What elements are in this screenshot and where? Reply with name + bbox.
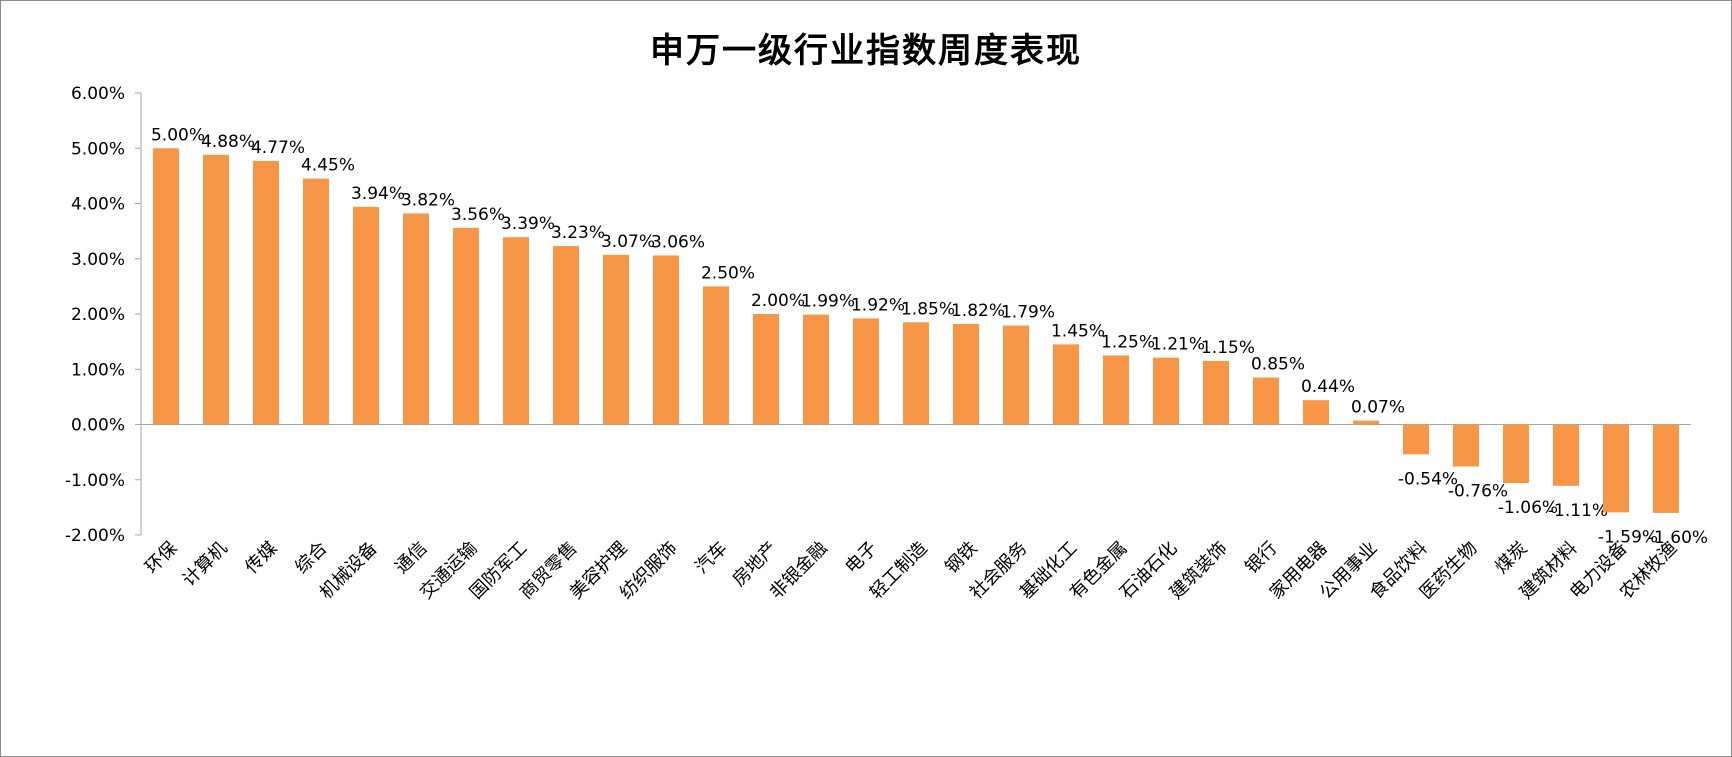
category-label: 环保	[141, 538, 181, 578]
bar	[1003, 325, 1029, 425]
y-tick-label: 6.00%	[71, 84, 125, 104]
y-tick-label: 4.00%	[71, 195, 125, 215]
bar	[1603, 424, 1629, 513]
category-label: 汽车	[691, 538, 731, 578]
category-label: 银行	[1241, 538, 1281, 578]
y-tick-label: 2.00%	[71, 305, 125, 325]
category-label: 电子	[841, 538, 881, 578]
data-label: 5.00%	[151, 125, 205, 145]
data-label: 0.85%	[1251, 355, 1305, 375]
y-tick-label: 3.00%	[71, 250, 125, 270]
bar	[1053, 344, 1079, 425]
category-label: 煤炭	[1491, 538, 1531, 578]
bar	[553, 246, 579, 425]
bar	[1503, 424, 1529, 484]
data-label: -0.76%	[1448, 481, 1508, 501]
bar	[703, 286, 729, 425]
chart-title: 申万一级行业指数周度表现	[650, 31, 1082, 71]
bar	[753, 314, 779, 425]
data-label: -1.60%	[1648, 528, 1708, 548]
category-label: 传媒	[241, 538, 281, 578]
bar	[1453, 424, 1479, 467]
bar	[1203, 360, 1229, 425]
data-label: -1.11%	[1548, 501, 1608, 521]
bar	[153, 148, 179, 425]
data-label: 3.56%	[451, 205, 505, 225]
data-label: 3.06%	[651, 232, 705, 252]
data-label: 1.25%	[1101, 332, 1155, 352]
bar	[953, 323, 979, 425]
bar	[803, 314, 829, 425]
bar	[353, 206, 379, 425]
data-label: 1.85%	[901, 299, 955, 319]
data-label: 1.45%	[1051, 321, 1105, 341]
bar	[1653, 424, 1679, 513]
bar	[1403, 424, 1429, 455]
data-label: 3.23%	[551, 223, 605, 243]
data-label: 3.07%	[601, 232, 655, 252]
category-label: 通信	[391, 538, 431, 578]
data-label: 3.94%	[351, 184, 405, 204]
bar	[403, 213, 429, 425]
y-tick-label: -2.00%	[65, 526, 125, 546]
y-tick-label: -1.00%	[65, 471, 125, 491]
data-label: 3.82%	[401, 190, 455, 210]
category-label: 计算机	[179, 538, 232, 591]
data-label: 1.92%	[851, 295, 905, 315]
bar	[853, 318, 879, 425]
bar	[653, 255, 679, 425]
category-label: 综合	[291, 538, 331, 578]
data-label: -1.06%	[1498, 498, 1558, 518]
bar	[253, 160, 279, 425]
y-tick-label: 1.00%	[71, 360, 125, 380]
data-label: 2.50%	[701, 263, 755, 283]
data-label: 1.99%	[801, 292, 855, 312]
data-label: 0.44%	[1301, 377, 1355, 397]
data-label: 4.45%	[301, 156, 355, 176]
bar	[503, 237, 529, 425]
category-label: 钢铁	[941, 538, 981, 578]
data-label: 1.21%	[1151, 335, 1205, 355]
bar	[1103, 355, 1129, 425]
bar	[203, 154, 229, 425]
bar	[903, 322, 929, 425]
y-tick-label: 0.00%	[71, 416, 125, 436]
bar	[1553, 424, 1579, 486]
bar	[453, 227, 479, 425]
data-label: -1.59%	[1598, 527, 1658, 547]
data-label: 1.15%	[1201, 338, 1255, 358]
data-label: 0.07%	[1351, 398, 1405, 418]
bar	[303, 178, 329, 425]
y-tick-label: 5.00%	[71, 139, 125, 159]
data-label: 4.77%	[251, 138, 305, 158]
data-label: 1.79%	[1001, 303, 1055, 323]
bar	[1253, 377, 1279, 425]
data-label: 2.00%	[751, 291, 805, 311]
bar	[1303, 400, 1329, 425]
data-label: -0.54%	[1398, 469, 1458, 489]
bar	[603, 254, 629, 425]
bar	[1353, 420, 1379, 425]
data-label: 1.82%	[951, 301, 1005, 321]
data-label: 4.88%	[201, 132, 255, 152]
data-label: 3.39%	[501, 214, 555, 234]
bar	[1153, 357, 1179, 425]
